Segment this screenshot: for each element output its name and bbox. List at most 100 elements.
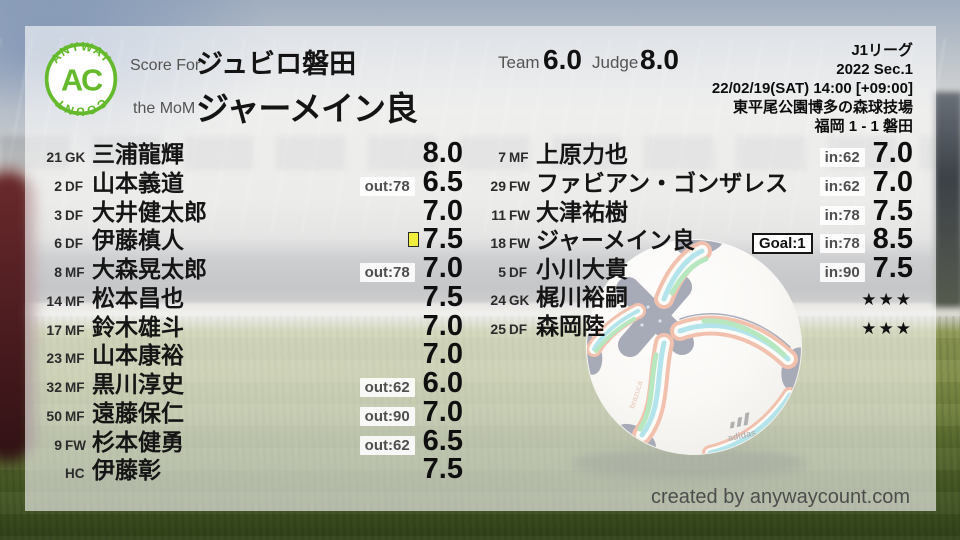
player-position: DF xyxy=(509,265,527,280)
player-row: 2 DF 山本義道 out:78 6.5 xyxy=(38,165,463,198)
player-rating-stars: ★★★ xyxy=(861,289,913,309)
player-rating: 7.0 xyxy=(872,165,913,198)
player-rating: 6.5 xyxy=(422,424,463,457)
player-number: 29 xyxy=(490,177,506,194)
player-rating-group: 7.0 xyxy=(422,309,463,342)
player-row: 17 MF 鈴木雄斗 7.0 xyxy=(38,309,463,342)
player-number: 5 xyxy=(498,264,506,280)
player-rating-group: in:62 7.0 xyxy=(819,137,913,169)
player-name: 鈴木雄斗 xyxy=(92,313,184,340)
substitution-badge: in:78 xyxy=(819,234,865,254)
player-rating-group: out:90 7.0 xyxy=(359,397,463,427)
player-row: 18 FW ジャーメイン良 Goal:1 in:78 8.5 xyxy=(482,225,913,255)
player-position: MF xyxy=(65,408,85,424)
player-position: FW xyxy=(509,236,530,252)
goal-badge: Goal:1 xyxy=(751,233,813,255)
substitution-badge: out:78 xyxy=(359,263,415,282)
player-name: 小川大貴 xyxy=(536,256,628,282)
player-position: GK xyxy=(65,150,86,165)
player-position: MF xyxy=(65,265,85,280)
player-name: 大津祐樹 xyxy=(536,198,628,225)
player-rating-group: out:62 6.0 xyxy=(359,367,463,399)
player-number: 6 xyxy=(54,235,62,252)
player-rating: 6.5 xyxy=(422,165,463,198)
player-row: 3 DF 大井健太郎 7.0 xyxy=(38,194,463,227)
substitution-badge: out:62 xyxy=(359,378,415,397)
player-row: 8 MF 大森晃太郎 out:78 7.0 xyxy=(38,254,463,283)
player-rating-group: 7.0 xyxy=(423,340,463,369)
player-number: 18 xyxy=(490,235,506,252)
team-score-label: Team xyxy=(498,53,540,72)
player-row: 21 GK 三浦龍輝 8.0 xyxy=(38,139,463,168)
anywaycount-logo: ANYWAY COUNT AC xyxy=(44,42,118,116)
judge-score-value: 8.0 xyxy=(640,44,679,75)
player-name: ジャーメイン良 xyxy=(536,227,695,254)
logo-center-text: AC xyxy=(61,64,103,98)
player-row: 7 MF 上原力也 in:62 7.0 xyxy=(482,139,913,168)
player-position: HC xyxy=(65,466,85,482)
mom-label: the MoM xyxy=(133,100,196,117)
player-rating-group: in:78 7.5 xyxy=(819,196,913,226)
kickoff-datetime: 22/02/19(SAT) 14:00 [+09:00] xyxy=(711,80,913,97)
player-rating-group: 8.0 xyxy=(423,139,463,168)
player-rating-stars: ★★★ xyxy=(861,318,913,338)
player-position: MF xyxy=(65,351,85,367)
player-rating-group: 7.5 xyxy=(422,280,463,313)
player-number: 2 xyxy=(54,177,62,194)
venue-name: 東平尾公園博多の森球技場 xyxy=(732,99,913,116)
player-name: 梶川裕嗣 xyxy=(536,283,628,310)
player-rating-group: Goal:1 in:78 8.5 xyxy=(751,225,913,255)
player-name: ファビアン・ゴンザレス xyxy=(536,169,789,196)
score-for-label: Score For xyxy=(130,57,201,74)
substitution-badge: out:62 xyxy=(359,435,415,455)
substitution-badge: in:62 xyxy=(819,148,865,167)
player-name: 松本昌也 xyxy=(92,284,184,311)
player-rating-group: 7.5 xyxy=(407,223,463,256)
player-name: 大森晃太郎 xyxy=(92,256,207,282)
player-number: 14 xyxy=(46,292,62,309)
player-rating-group: 7.0 xyxy=(422,194,463,227)
player-row: 24 GK 梶川裕嗣 ★★★ xyxy=(482,283,913,312)
player-number: 7 xyxy=(498,149,506,165)
player-row: 25 DF 森岡陸 ★★★ xyxy=(482,312,913,341)
player-name: 上原力也 xyxy=(536,141,628,167)
player-rating-group: in:90 7.5 xyxy=(819,254,913,283)
league-name: J1リーグ xyxy=(851,42,913,59)
player-rating: 7.0 xyxy=(422,194,463,227)
player-rating-group: out:62 6.5 xyxy=(359,424,463,457)
player-position: DF xyxy=(65,178,83,194)
player-name: 伊藤彰 xyxy=(92,457,161,484)
player-number: 25 xyxy=(490,320,506,337)
player-rating: 7.0 xyxy=(422,338,463,371)
player-rating: 7.0 xyxy=(422,309,463,342)
player-position: DF xyxy=(65,236,83,252)
player-position: GK xyxy=(509,292,530,308)
player-position: DF xyxy=(509,321,527,337)
player-rating: 7.0 xyxy=(872,137,913,169)
yellow-card-icon xyxy=(407,232,419,248)
player-name: 遠藤保仁 xyxy=(92,399,184,426)
player-rating-group: ★★★ xyxy=(861,291,913,308)
player-rating-group: out:78 7.0 xyxy=(359,254,463,283)
player-number: 3 xyxy=(54,206,62,223)
translucent-panel xyxy=(25,26,936,511)
player-rating: 6.0 xyxy=(422,367,463,399)
player-number: 32 xyxy=(46,379,62,395)
player-number: 9 xyxy=(54,436,62,453)
player-row: 29 FW ファビアン・ゴンザレス in:62 7.0 xyxy=(482,165,913,198)
substitutes-list: 7 MF 上原力也 in:62 7.0 29 FW ファビアン・ゴンザレス in:62 7.0 11… xyxy=(482,139,915,340)
substitution-badge: out:78 xyxy=(359,176,415,196)
player-row: HC 伊藤彰 7.5 xyxy=(38,455,463,484)
player-position: MF xyxy=(509,150,529,165)
player-name: 森岡陸 xyxy=(536,312,605,339)
player-name: 伊藤槙人 xyxy=(92,227,184,254)
player-name: 三浦龍輝 xyxy=(92,141,184,167)
player-number: 21 xyxy=(46,149,62,165)
player-row: 6 DF 伊藤槙人 7.5 xyxy=(38,225,463,254)
player-rating: 7.5 xyxy=(422,223,463,256)
player-position: MF xyxy=(65,380,85,395)
player-rating: 7.5 xyxy=(422,280,463,313)
player-number: 17 xyxy=(46,321,62,338)
player-position: FW xyxy=(65,437,86,453)
